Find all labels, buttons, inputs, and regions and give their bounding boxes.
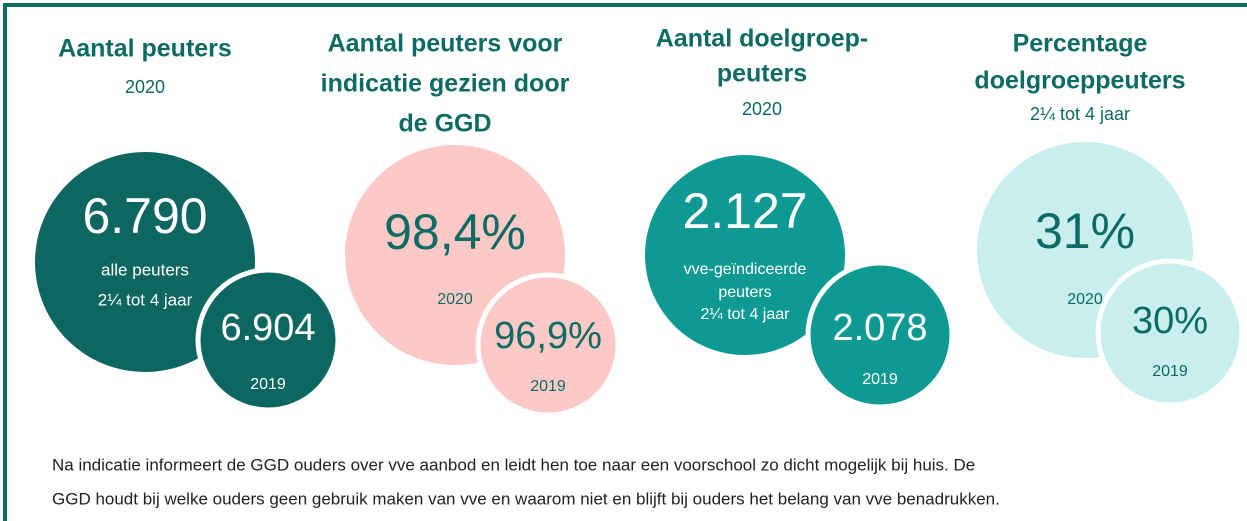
previous-circle	[1095, 258, 1245, 408]
previous-year: 2019	[530, 378, 566, 395]
panel-title: de GGD	[398, 110, 491, 138]
panel-title: Aantal peuters	[58, 35, 232, 63]
main-circle	[645, 155, 845, 355]
main-note: 2¼ tot 4 jaar	[701, 306, 791, 323]
main-note: 2¼ tot 4 jaar	[98, 290, 193, 309]
main-value: 6.790	[82, 188, 207, 244]
main-note: vve-geïndiceerde	[684, 261, 807, 278]
panel-subtitle: 2020	[125, 77, 165, 97]
panel-title: indicatie gezien door	[321, 70, 570, 98]
main-value: 31%	[1035, 203, 1135, 259]
main-value: 98,4%	[384, 204, 526, 260]
panel-title: Aantal peuters voor	[328, 30, 563, 58]
previous-circle	[805, 260, 955, 410]
previous-value: 2.078	[832, 307, 927, 349]
previous-value: 30%	[1132, 300, 1208, 342]
panel-title: Aantal doelgroep-	[656, 25, 869, 53]
main-note: 2020	[437, 291, 473, 308]
panel-title: peuters	[717, 60, 807, 88]
panel-subtitle: 2020	[742, 99, 782, 119]
frame	[3, 3, 1247, 521]
panels: Aantal peuters 2020 6.790 alle peuters 2¼ to…	[35, 25, 1245, 418]
footer-line: GGD houdt bij welke ouders geen gebruik …	[52, 489, 1000, 508]
previous-year: 2019	[250, 376, 286, 393]
panel-title: Percentage	[1013, 30, 1148, 58]
previous-circle	[195, 267, 341, 413]
main-note: peuters	[718, 284, 771, 301]
previous-circle	[475, 272, 621, 418]
panel-subtitle: 2¼ tot 4 jaar	[1030, 104, 1130, 124]
main-note: 2020	[1067, 291, 1103, 308]
previous-value: 96,9%	[494, 315, 602, 357]
main-note: alle peuters	[101, 260, 189, 279]
footer-line: Na indicatie informeert de GGD ouders ov…	[52, 455, 975, 474]
main-value: 2.127	[682, 183, 807, 239]
previous-year: 2019	[862, 371, 898, 388]
previous-value: 6.904	[220, 307, 315, 349]
previous-year: 2019	[1152, 363, 1188, 380]
panel-title: doelgroeppeuters	[974, 67, 1185, 95]
